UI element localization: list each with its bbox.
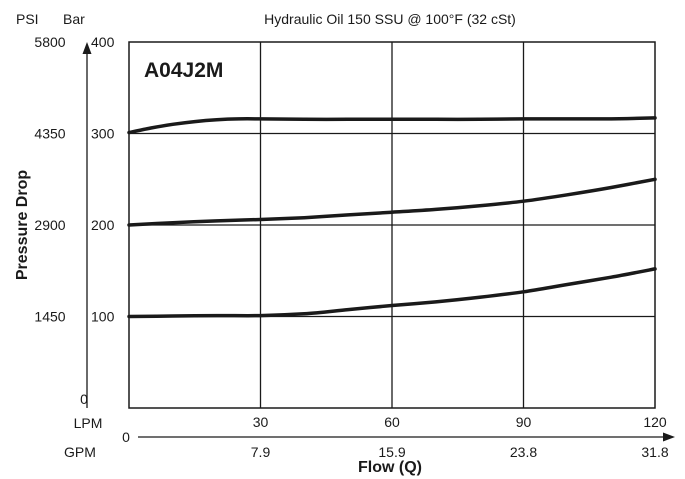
psi-unit-label: PSI — [16, 11, 39, 27]
gpm-tick-label: 7.9 — [251, 444, 271, 460]
y-axis-arrowhead — [82, 42, 92, 54]
series-group — [127, 116, 657, 319]
x-axis-arrowhead — [663, 432, 675, 442]
bar-unit-label: Bar — [63, 11, 85, 27]
psi-tick-label: 1450 — [34, 309, 65, 325]
x-axis-title: Flow (Q) — [358, 459, 422, 476]
bar-tick-label: 300 — [91, 126, 115, 142]
y-axis-title: Pressure Drop — [14, 170, 31, 280]
bar-tick-label: 100 — [91, 309, 115, 325]
bar-tick-label: 400 — [91, 34, 115, 50]
psi-tick-label: 5800 — [34, 34, 65, 50]
psi-tick-label: 4350 — [34, 126, 65, 142]
chart-title: Hydraulic Oil 150 SSU @ 100°F (32 cSt) — [264, 11, 516, 27]
model-badge: A04J2M — [144, 59, 223, 82]
gpm-unit-label: GPM — [64, 444, 96, 460]
x-tick-labels: 30 7.9 60 15.9 90 23.8 120 31.8 — [251, 414, 669, 460]
lpm-tick-label: 90 — [516, 414, 532, 430]
gpm-tick-label: 23.8 — [510, 444, 537, 460]
gpm-zero-label: 0 — [122, 429, 130, 445]
y-tick-labels: 5800 400 4350 300 2900 200 1450 100 0 — [34, 34, 114, 407]
lpm-unit-label: LPM — [74, 415, 103, 431]
series-line-1 — [127, 177, 657, 227]
gpm-tick-label: 15.9 — [378, 444, 405, 460]
series-line-0 — [127, 116, 657, 135]
lpm-tick-label: 30 — [253, 414, 269, 430]
lpm-tick-label: 60 — [384, 414, 400, 430]
grid-lines — [129, 42, 655, 408]
lpm-tick-label: 120 — [643, 414, 667, 430]
series-line-2 — [127, 267, 657, 319]
bar-tick-label: 200 — [91, 217, 115, 233]
gpm-tick-label: 31.8 — [641, 444, 668, 460]
psi-tick-label: 0 — [80, 391, 88, 407]
psi-tick-label: 2900 — [34, 217, 65, 233]
